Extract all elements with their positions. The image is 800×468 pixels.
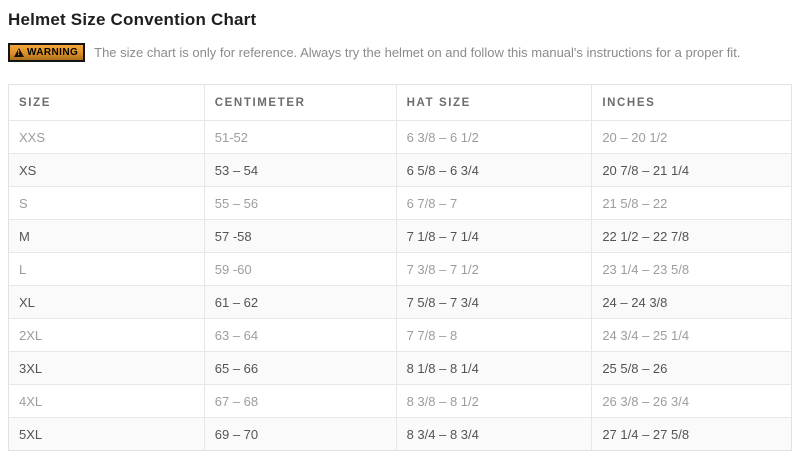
table-cell: 22 1/2 – 22 7/8 <box>591 219 792 253</box>
table-row: L 59 -60 7 3/8 – 7 1/2 23 1/4 – 23 5/8 <box>8 252 792 286</box>
table-cell: 55 – 56 <box>203 186 397 220</box>
table-cell: 7 3/8 – 7 1/2 <box>395 252 592 286</box>
table-body: XXS 51-52 6 3/8 – 6 1/2 20 – 20 1/2 XS 53 – 5… <box>8 120 792 451</box>
table-cell: XS <box>8 153 205 187</box>
table-cell: 51-52 <box>203 120 397 154</box>
table-cell: 6 7/8 – 7 <box>395 186 592 220</box>
table-cell: XXS <box>8 120 205 154</box>
warning-badge-label: WARNING <box>27 47 79 58</box>
column-header: SIZE <box>8 84 205 121</box>
table-cell: 3XL <box>8 351 205 385</box>
table-cell: 7 5/8 – 7 3/4 <box>395 285 592 319</box>
table-row: M 57 -58 7 1/8 – 7 1/4 22 1/2 – 22 7/8 <box>8 219 792 253</box>
table-row: 3XL 65 – 66 8 1/8 – 8 1/4 25 5/8 – 26 <box>8 351 792 385</box>
table-cell: 65 – 66 <box>203 351 397 385</box>
table-cell: 61 – 62 <box>203 285 397 319</box>
table-cell: S <box>8 186 205 220</box>
table-cell: 67 – 68 <box>203 384 397 418</box>
warning-text: The size chart is only for reference. Al… <box>94 45 741 60</box>
table-cell: 6 3/8 – 6 1/2 <box>395 120 592 154</box>
table-row: 2XL 63 – 64 7 7/8 – 8 24 3/4 – 25 1/4 <box>8 318 792 352</box>
table-row: 4XL 67 – 68 8 3/8 – 8 1/2 26 3/8 – 26 3/4 <box>8 384 792 418</box>
table-cell: 2XL <box>8 318 205 352</box>
table-cell: 53 – 54 <box>203 153 397 187</box>
table-cell: 6 5/8 – 6 3/4 <box>395 153 592 187</box>
table-cell: 69 – 70 <box>203 417 397 451</box>
table-cell: 8 1/8 – 8 1/4 <box>395 351 592 385</box>
table-cell: 27 1/4 – 27 5/8 <box>591 417 792 451</box>
table-row: XS 53 – 54 6 5/8 – 6 3/4 20 7/8 – 21 1/4 <box>8 153 792 187</box>
table-cell: 63 – 64 <box>203 318 397 352</box>
table-cell: 8 3/4 – 8 3/4 <box>395 417 592 451</box>
table-cell: L <box>8 252 205 286</box>
table-cell: 59 -60 <box>203 252 397 286</box>
table-cell: 26 3/8 – 26 3/4 <box>591 384 792 418</box>
column-header: INCHES <box>591 84 792 121</box>
table-row: S 55 – 56 6 7/8 – 7 21 5/8 – 22 <box>8 186 792 220</box>
table-cell: 20 7/8 – 21 1/4 <box>591 153 792 187</box>
table-row: XL 61 – 62 7 5/8 – 7 3/4 24 – 24 3/8 <box>8 285 792 319</box>
table-cell: 24 – 24 3/8 <box>591 285 792 319</box>
table-cell: 7 7/8 – 8 <box>395 318 592 352</box>
size-chart-table: SIZE CENTIMETER HAT SIZE INCHES XXS 51-52 6 3… <box>8 84 792 451</box>
table-cell: 21 5/8 – 22 <box>591 186 792 220</box>
table-cell: M <box>8 219 205 253</box>
table-cell: 4XL <box>8 384 205 418</box>
table-cell: 57 -58 <box>203 219 397 253</box>
warning-badge: WARNING <box>8 43 86 62</box>
warning-triangle-icon <box>14 48 24 57</box>
table-row: 5XL 69 – 70 8 3/4 – 8 3/4 27 1/4 – 27 5/8 <box>8 417 792 451</box>
page-title: Helmet Size Convention Chart <box>8 10 257 29</box>
table-cell: XL <box>8 285 205 319</box>
warning-note: WARNING The size chart is only for refer… <box>8 43 792 62</box>
column-header: CENTIMETER <box>203 84 397 121</box>
table-cell: 8 3/8 – 8 1/2 <box>395 384 592 418</box>
table-cell: 23 1/4 – 23 5/8 <box>591 252 792 286</box>
table-header-row: SIZE CENTIMETER HAT SIZE INCHES <box>8 84 792 121</box>
table-cell: 25 5/8 – 26 <box>591 351 792 385</box>
table-cell: 24 3/4 – 25 1/4 <box>591 318 792 352</box>
table-cell: 5XL <box>8 417 205 451</box>
table-cell: 20 – 20 1/2 <box>591 120 792 154</box>
table-cell: 7 1/8 – 7 1/4 <box>395 219 592 253</box>
table-row: XXS 51-52 6 3/8 – 6 1/2 20 – 20 1/2 <box>8 120 792 154</box>
column-header: HAT SIZE <box>395 84 592 121</box>
